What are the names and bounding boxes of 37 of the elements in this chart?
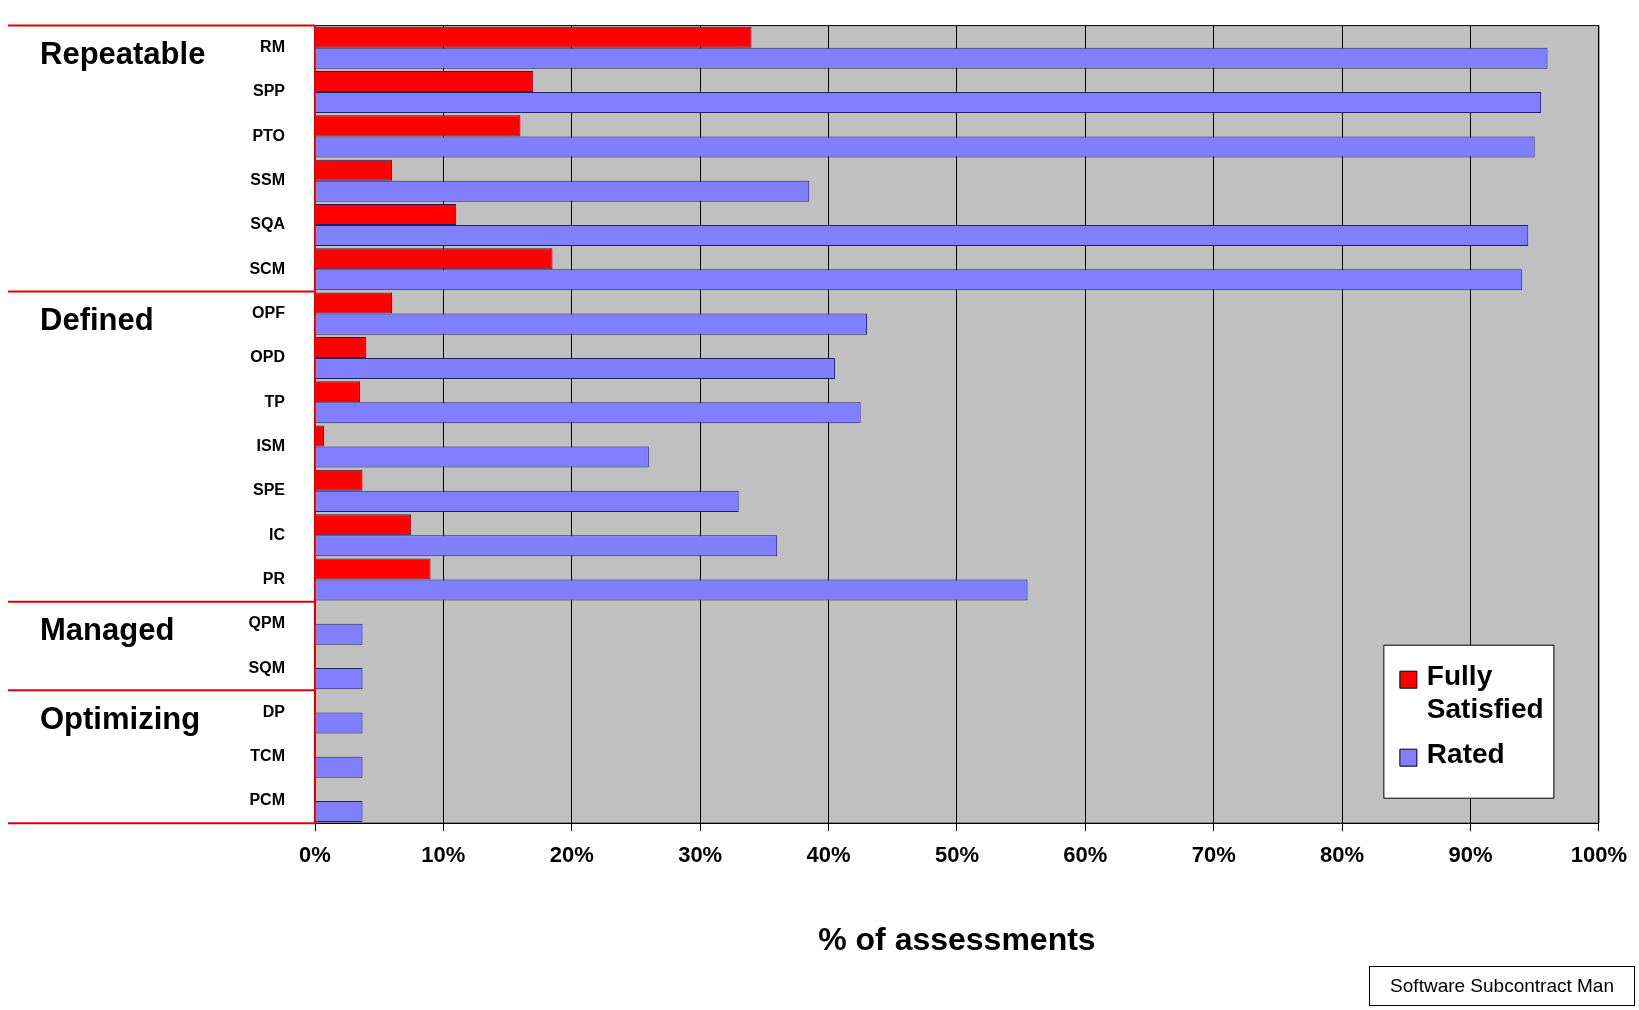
x-tick-label: 60% <box>1063 842 1108 868</box>
y-tick-label: OPD <box>250 348 285 366</box>
y-tick-label: IC <box>269 525 286 543</box>
y-tick-label: SQA <box>250 215 286 233</box>
y-tick-label: OPF <box>252 304 286 322</box>
x-tick-label: 100% <box>1570 842 1628 868</box>
x-tick-label: 70% <box>1191 842 1236 868</box>
text: Software Subcontract Man <box>1369 966 1635 1006</box>
x-tick-label: 40% <box>806 842 851 868</box>
y-tick-label: DP <box>262 702 286 720</box>
y-tick-label: PR <box>262 569 286 587</box>
y-tick-label: TP <box>264 392 286 410</box>
y-tick-label: SSM <box>250 171 285 189</box>
y-tick-label: PTO <box>252 126 285 144</box>
y-tick-label: SQM <box>248 658 285 676</box>
text: Defined <box>40 302 154 338</box>
x-tick-label: 0% <box>299 842 331 868</box>
y-tick-label: QPM <box>248 614 285 632</box>
x-tick-label: 90% <box>1448 842 1493 868</box>
y-tick-label: RM <box>260 38 285 56</box>
y-tick-label: SPE <box>252 481 286 499</box>
y-tick-label: TCM <box>250 747 285 765</box>
text: Repeatable <box>40 36 206 72</box>
x-tick-label: 50% <box>934 842 979 868</box>
y-tick-label: PCM <box>249 791 285 809</box>
text: Managed <box>40 612 175 648</box>
x-tick-label: 20% <box>549 842 594 868</box>
x-axis-title: % of assessments <box>818 920 1096 957</box>
y-tick-label: SCM <box>249 259 285 277</box>
y-tick-label: SPP <box>252 82 286 100</box>
x-tick-label: 30% <box>678 842 723 868</box>
y-tick-label: ISM <box>256 436 285 454</box>
legend-label: Rated <box>1426 737 1505 769</box>
x-tick-label: 80% <box>1320 842 1365 868</box>
legend-label: Fully Satisfied <box>1426 659 1544 724</box>
text: Optimizing <box>40 700 201 736</box>
x-tick-label: 10% <box>421 842 466 868</box>
